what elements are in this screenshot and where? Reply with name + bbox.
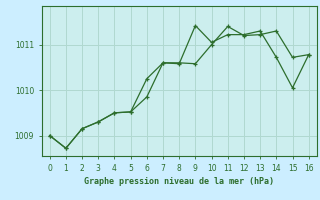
X-axis label: Graphe pression niveau de la mer (hPa): Graphe pression niveau de la mer (hPa) xyxy=(84,177,274,186)
